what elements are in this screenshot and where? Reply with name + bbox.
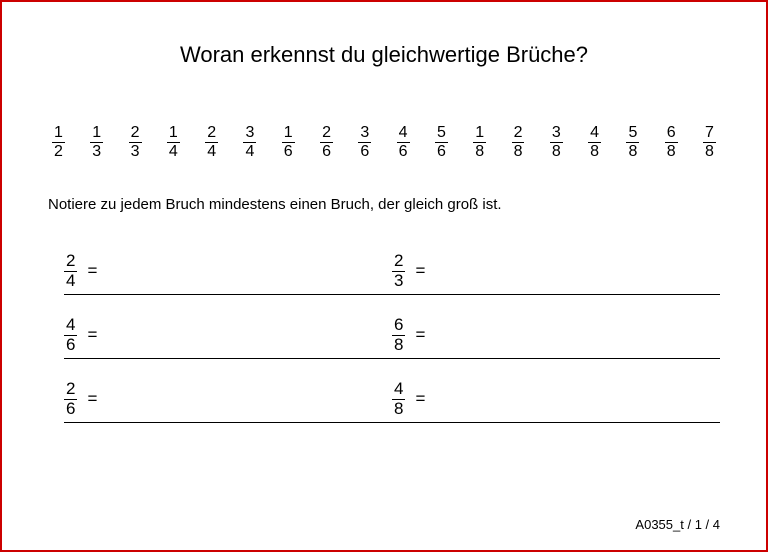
fraction-item: 34 — [243, 124, 256, 160]
equals-sign: = — [87, 325, 97, 345]
fraction-item: 18 — [473, 124, 486, 160]
fraction-item: 58 — [626, 124, 639, 160]
fraction-item: 14 — [167, 124, 180, 160]
exercise-cell-left: 46 = — [64, 316, 392, 354]
fraction-item: 13 — [90, 124, 103, 160]
fraction-item: 26 — [320, 124, 333, 160]
equals-sign: = — [87, 389, 97, 409]
exercise-cell-right: 68 = — [392, 316, 720, 354]
exercise-cell-right: 23 = — [392, 252, 720, 290]
exercise-fraction: 23 — [392, 252, 405, 290]
exercise-row: 24 = 23 = — [64, 243, 720, 295]
fraction-item: 68 — [665, 124, 678, 160]
page-title: Woran erkennst du gleichwertige Brüche? — [48, 42, 720, 68]
exercise-cell-left: 26 = — [64, 380, 392, 418]
equals-sign: = — [415, 389, 425, 409]
footer-id: A0355_t / 1 / 4 — [635, 517, 720, 532]
exercise-cell-left: 24 = — [64, 252, 392, 290]
exercise-block: 24 = 23 = 46 = 68 = 26 = 48 — [48, 243, 720, 423]
fraction-item: 46 — [397, 124, 410, 160]
exercise-fraction: 46 — [64, 316, 77, 354]
equals-sign: = — [87, 261, 97, 281]
fraction-item: 16 — [282, 124, 295, 160]
fraction-item: 23 — [129, 124, 142, 160]
exercise-fraction: 26 — [64, 380, 77, 418]
worksheet-frame: Woran erkennst du gleichwertige Brüche? … — [0, 0, 768, 552]
fraction-item: 28 — [512, 124, 525, 160]
instruction-text: Notiere zu jedem Bruch mindestens einen … — [48, 196, 720, 213]
fraction-item: 78 — [703, 124, 716, 160]
exercise-cell-right: 48 = — [392, 380, 720, 418]
fraction-item: 56 — [435, 124, 448, 160]
fraction-item: 38 — [550, 124, 563, 160]
exercise-fraction: 24 — [64, 252, 77, 290]
fraction-item: 12 — [52, 124, 65, 160]
fraction-item: 36 — [358, 124, 371, 160]
exercise-fraction: 68 — [392, 316, 405, 354]
fraction-list: 12 13 23 14 24 34 16 26 36 46 56 18 28 3… — [48, 124, 720, 160]
equals-sign: = — [415, 325, 425, 345]
fraction-item: 24 — [205, 124, 218, 160]
fraction-item: 48 — [588, 124, 601, 160]
exercise-fraction: 48 — [392, 380, 405, 418]
equals-sign: = — [415, 261, 425, 281]
exercise-row: 26 = 48 = — [64, 371, 720, 423]
exercise-row: 46 = 68 = — [64, 307, 720, 359]
